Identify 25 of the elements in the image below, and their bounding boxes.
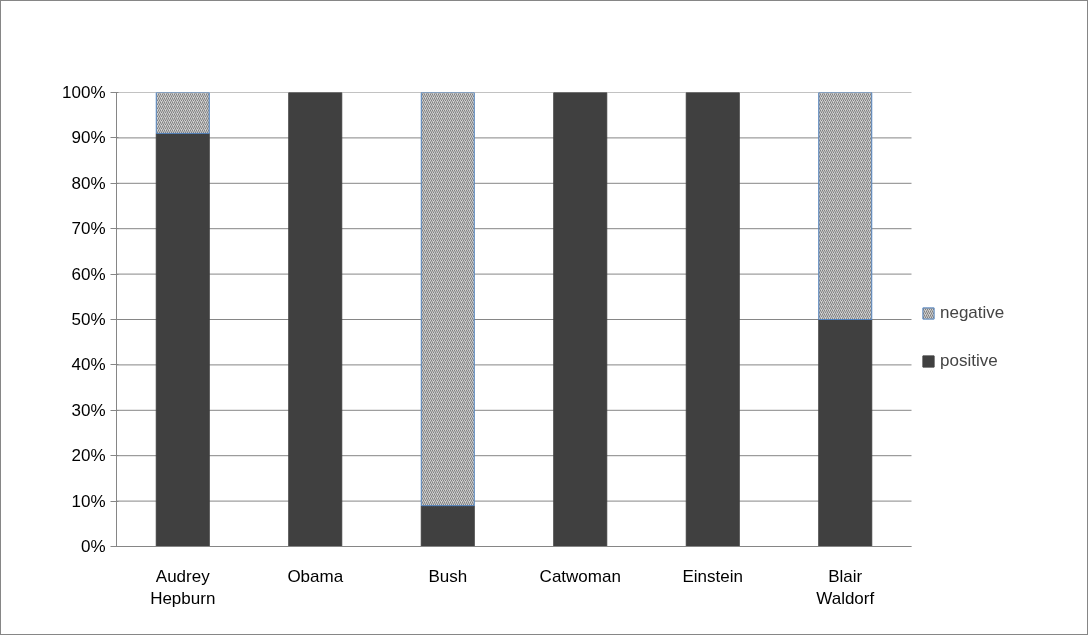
bar (420, 505, 475, 547)
x-tick-label: Blair Waldorf (816, 566, 875, 609)
x-tick-label: Einstein (682, 566, 743, 586)
y-tick-label: 10% (71, 491, 106, 511)
y-tick-label: 100% (62, 83, 106, 102)
y-tick-label: 80% (71, 173, 106, 193)
x-tick-label: Bush (428, 566, 468, 586)
y-tick-label: 40% (71, 355, 106, 375)
x-tick-label: Audrey Hepburn (150, 566, 216, 609)
x-tick-label: Catwoman (539, 566, 621, 586)
bar (685, 92, 740, 547)
bar (818, 319, 873, 547)
y-tick-label: 30% (71, 400, 106, 420)
y-tick-label: 70% (71, 219, 106, 239)
y-tick-label: 0% (80, 537, 106, 556)
bar (155, 132, 210, 547)
legend-label: negative (940, 303, 1005, 323)
y-tick-label: 20% (71, 446, 106, 466)
bar (553, 92, 608, 547)
x-tick-label: Obama (287, 566, 344, 586)
bar (288, 92, 343, 547)
y-tick-label: 50% (71, 310, 106, 329)
legend-label: positive (940, 351, 998, 371)
y-tick-label: 60% (71, 264, 106, 284)
y-tick-label: 90% (71, 128, 106, 148)
